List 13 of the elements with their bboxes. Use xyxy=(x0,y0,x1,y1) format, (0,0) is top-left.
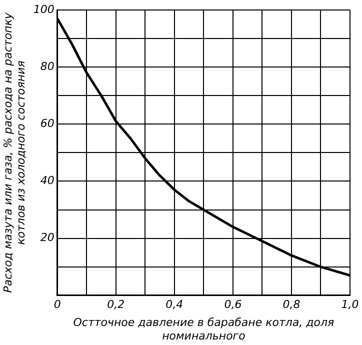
x-tick-label: 0,6 xyxy=(224,298,242,311)
x-tick-label: 0 xyxy=(54,298,61,311)
y-tick-label: 80 xyxy=(40,60,54,73)
y-tick-label: 60 xyxy=(40,117,54,130)
x-axis-title: Остточное давление в барабане котла, доля номинального xyxy=(73,316,335,342)
x-tick-label: 1,0 xyxy=(341,298,359,311)
y-tick-label: 100 xyxy=(33,2,54,16)
x-tick-label: 0,8 xyxy=(282,298,300,311)
y-tick-label: 40 xyxy=(40,174,54,188)
x-tick-label: 0,4 xyxy=(166,298,184,311)
x-tick-label: 0,2 xyxy=(107,298,125,311)
y-axis-title: Расход мазута или газа, % расхода на растопку котлов из холодного состояния xyxy=(1,12,28,293)
y-tick-label: 20 xyxy=(40,231,54,244)
